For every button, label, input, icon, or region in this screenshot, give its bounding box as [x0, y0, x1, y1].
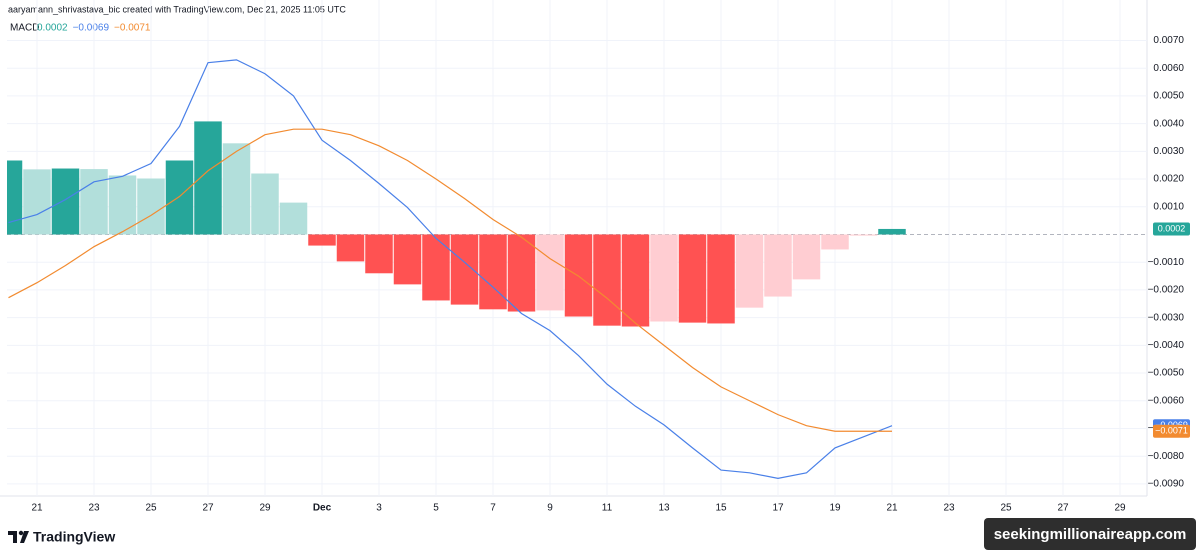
y-tick-label: 0.0070: [1153, 35, 1184, 46]
y-tick-label: −0.0080: [1148, 451, 1185, 462]
y-tick-label: −0.0030: [1148, 312, 1185, 323]
histogram-bar: [137, 178, 165, 235]
histogram-bar: [593, 234, 621, 326]
logo: TradingView: [8, 529, 115, 545]
y-tick-label: −0.0050: [1148, 368, 1185, 379]
histogram-bar: [165, 160, 194, 235]
histogram-bar: [23, 169, 51, 235]
x-tick-label: 25: [1000, 503, 1012, 514]
x-tick-label: 29: [259, 503, 271, 514]
histogram-bar: [507, 234, 536, 312]
attribution: aaryamann_shrivastava_bic created with T…: [8, 4, 346, 14]
x-tick-label: 17: [772, 503, 784, 514]
x-tick-label: 23: [943, 503, 955, 514]
x-tick-label: 5: [433, 503, 439, 514]
histogram-bar: [678, 234, 707, 323]
histogram-bar: [108, 175, 137, 235]
logo-icon: [20, 531, 29, 543]
x-tick-label: 9: [547, 503, 553, 514]
price-badge: [1153, 222, 1190, 236]
x-tick-label: 15: [715, 503, 727, 514]
y-tick-label: 0.0020: [1153, 174, 1184, 185]
x-tick-label: 27: [202, 503, 214, 514]
x-tick-label: 19: [829, 503, 841, 514]
histogram-bar: [735, 234, 764, 308]
histogram-bar: [650, 234, 678, 322]
price-badge-label: 0.0002: [1158, 223, 1186, 233]
y-tick-label: −0.0020: [1148, 285, 1185, 296]
price-badge-label: −0.0071: [1155, 426, 1188, 436]
legend: MACD 0.0002 −0.0069 −0.0071: [10, 23, 151, 34]
x-tick-label: 7: [490, 503, 496, 514]
histogram-bar: [792, 234, 821, 280]
x-tick-label: 21: [886, 503, 898, 514]
y-tick-label: 0.0060: [1153, 63, 1184, 74]
logo-text: TradingView: [33, 529, 115, 545]
histogram-bar: [365, 234, 393, 274]
y-tick-label: 0.0030: [1153, 146, 1184, 157]
histogram-bar: [279, 202, 308, 235]
x-tick-label: 13: [658, 503, 670, 514]
histogram-bar: [479, 234, 507, 310]
histogram-bar: [536, 234, 564, 311]
y-tick-label: −0.0010: [1148, 257, 1185, 268]
price-badge: [1153, 424, 1190, 438]
watermark-box: [984, 518, 1196, 550]
legend-value: 0.0002: [37, 23, 68, 34]
histogram-bar: [194, 121, 222, 235]
histogram-bar: [422, 234, 450, 301]
x-tick-label: 27: [1057, 503, 1069, 514]
y-tick-label: 0.0040: [1153, 118, 1184, 129]
histogram-bar: [849, 234, 878, 236]
x-tick-label: 23: [88, 503, 100, 514]
x-tick-label: 25: [145, 503, 157, 514]
watermark: seekingmillionaireapp.com: [994, 526, 1187, 543]
histogram-bar: [821, 234, 849, 250]
y-tick-label: −0.0090: [1148, 479, 1185, 490]
y-tick-label: 0.0010: [1153, 201, 1184, 212]
legend-value: −0.0071: [114, 23, 151, 34]
y-tick-label: −0.0040: [1148, 340, 1185, 351]
histogram-bar: [707, 234, 735, 324]
histogram-bar: [251, 173, 279, 235]
histogram-bar: [621, 234, 650, 327]
histogram-bar: [336, 234, 365, 262]
histogram-bar: [222, 143, 251, 235]
legend-value: −0.0069: [73, 23, 110, 34]
histogram-bar: [450, 234, 479, 305]
indicator-line: [8, 128, 892, 432]
x-tick-label: 11: [602, 503, 613, 514]
histogram-bar: [878, 228, 906, 235]
legend-label: MACD: [10, 23, 39, 34]
histogram-bar: [7, 160, 23, 235]
logo-icon: [18, 530, 24, 536]
y-tick-label: 0.0050: [1153, 91, 1184, 102]
x-tick-label: 3: [376, 503, 382, 514]
histogram-bar: [51, 168, 80, 235]
logo-icon: [8, 531, 17, 543]
histogram-bar: [80, 169, 108, 235]
histogram-bar: [393, 234, 422, 285]
y-tick-label: −0.0060: [1148, 395, 1185, 406]
x-tick-label: 21: [31, 503, 43, 514]
histogram-bar: [308, 234, 336, 246]
indicator-line: [8, 59, 893, 479]
x-tick-label: 29: [1114, 503, 1126, 514]
histogram-bar: [764, 234, 792, 297]
x-tick-label: Dec: [313, 503, 332, 514]
